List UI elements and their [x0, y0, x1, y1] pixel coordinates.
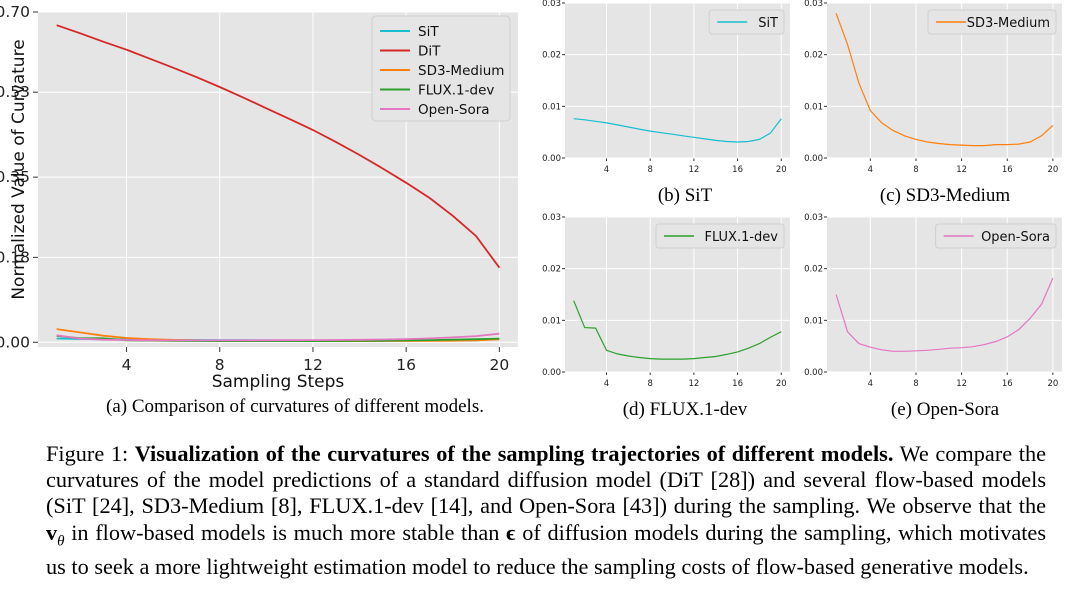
y-tick-label: 0.03 [804, 213, 823, 223]
legend-label: SD3-Medium [967, 16, 1050, 31]
legend-a: SiT DiT SD3-Medium FLUX.1-dev Open-Sora [371, 15, 511, 122]
y-tick-label: 0.02 [542, 51, 561, 61]
series-line-flux-1-dev [573, 300, 782, 360]
legend-c: SD3-Medium [927, 9, 1057, 35]
figure-caption-text-1: We compare the curvatures of the model p… [46, 441, 1046, 519]
x-tick-label: 8 [913, 165, 918, 175]
y-tick-label: 0.18 [0, 248, 30, 266]
y-tick-label: 0.01 [542, 102, 561, 112]
x-tick-label: 20 [1047, 165, 1058, 175]
x-tick-label: 12 [688, 379, 699, 389]
legend-d: FLUX.1-dev [655, 223, 785, 249]
caption-d: (d) FLUX.1-dev [622, 399, 748, 420]
y-tick-label: 0.02 [542, 265, 561, 275]
chart-panel-b: 4 8 12 16 20 0.00 0.01 0.02 0.03 SiT [542, 0, 790, 175]
legend-label: SiT [418, 24, 439, 40]
y-tick-label: 0.35 [0, 168, 30, 186]
y-tick-label: 0.00 [804, 154, 823, 164]
x-tick-label: 20 [1047, 379, 1058, 389]
epsilon-symbol: ϵ [506, 519, 516, 545]
chart-panel-a: 4 8 12 16 20 0.00 0.18 0.35 0.53 0.70 Sampling Ste… [0, 3, 518, 392]
caption-a: (a) Comparison of curvatures of differen… [106, 396, 484, 417]
figure-caption-title: Visualization of the curvatures of the s… [134, 441, 894, 466]
y-tick-label: 0.02 [804, 265, 823, 275]
chart-panel-e: 4 8 12 16 20 0.00 0.01 0.02 0.03 Open-Sora [804, 213, 1062, 389]
y-tick-label: 0.00 [804, 368, 823, 378]
y-tick-label: 0.53 [0, 83, 30, 101]
legend-label: DiT [418, 44, 441, 60]
y-tick-label: 0.00 [542, 368, 561, 378]
x-tick-label: 12 [956, 165, 967, 175]
x-tick-label: 20 [489, 356, 509, 374]
y-tick-label: 0.02 [804, 51, 823, 61]
legend-b: SiT [708, 9, 785, 35]
legend-box [935, 223, 1057, 249]
figure-caption-text-3: of diffusion models during the sampling,… [46, 519, 1047, 580]
chart-panel-d: 4 8 12 16 20 0.00 0.01 0.02 0.03 FLUX.1-dev [542, 213, 790, 389]
x-tick-label: 12 [956, 379, 967, 389]
x-tick-label: 20 [776, 165, 787, 175]
y-tick-label: 0.01 [542, 316, 561, 326]
x-tick-label: 12 [303, 356, 323, 374]
x-tick-label: 16 [396, 356, 416, 374]
figure-caption-text-2: in flow-based models is much more stable… [71, 519, 500, 545]
x-tick-label: 12 [688, 165, 699, 175]
series-line-open-sora [56, 332, 500, 342]
figure-label: Figure 1: [46, 441, 129, 466]
series-line-sd3-medium [835, 13, 1054, 147]
legend-label: FLUX.1-dev [418, 83, 494, 99]
y-tick-label: 0.01 [804, 102, 823, 112]
legend-e: Open-Sora [935, 223, 1057, 249]
caption-b: (b) SiT [657, 185, 713, 206]
y-tick-label: 0.70 [0, 3, 30, 21]
legend-box [655, 223, 785, 249]
x-tick-label: 20 [776, 379, 787, 389]
chart-panel-c: 4 8 12 16 20 0.00 0.01 0.02 0.03 SD3-Medium [804, 0, 1062, 175]
x-tick-label: 16 [1002, 379, 1013, 389]
legend-box [371, 15, 511, 122]
x-tick-label: 16 [1002, 165, 1013, 175]
x-tick-label: 4 [868, 379, 873, 389]
x-tick-label: 4 [604, 379, 609, 389]
x-tick-label: 8 [647, 165, 652, 175]
caption-c: (c) SD3-Medium [879, 185, 1011, 206]
y-tick-label: 0.00 [0, 333, 30, 351]
x-tick-label: 8 [215, 356, 225, 374]
series-line-open-sora [835, 277, 1054, 352]
v-theta-symbol: v [46, 519, 58, 545]
y-tick-label: 0.03 [542, 213, 561, 223]
y-tick-label: 0.00 [542, 154, 561, 164]
series-line-dit [56, 24, 501, 269]
x-tick-label: 4 [604, 165, 609, 175]
legend-box [927, 9, 1057, 35]
y-tick-label: 0.03 [804, 0, 823, 9]
caption-e: (e) Open-Sora [890, 399, 1000, 420]
x-tick-label: 16 [732, 379, 743, 389]
x-tick-label: 4 [868, 165, 873, 175]
x-tick-label: 8 [913, 379, 918, 389]
series-line-sit [573, 118, 782, 143]
x-axis-label: Sampling Steps [212, 372, 345, 392]
legend-label: SiT [758, 16, 778, 31]
legend-label: SD3-Medium [418, 63, 504, 79]
legend-label: Open-Sora [418, 102, 490, 118]
legend-label: Open-Sora [981, 230, 1050, 245]
legend-label: FLUX.1-dev [704, 230, 778, 245]
theta-subscript: θ [57, 533, 65, 550]
x-tick-label: 16 [732, 165, 743, 175]
figure-caption: Figure 1: Visualization of the curvature… [46, 441, 1046, 580]
x-tick-label: 8 [647, 379, 652, 389]
x-tick-label: 4 [122, 356, 132, 374]
y-tick-label: 0.03 [542, 0, 561, 9]
y-axis-label: Normalized Value of Curvature [9, 39, 29, 299]
figure-charts: 4 8 12 16 20 0.00 0.18 0.35 0.53 0.70 Sampling Ste… [0, 0, 1062, 392]
y-tick-label: 0.01 [804, 316, 823, 326]
